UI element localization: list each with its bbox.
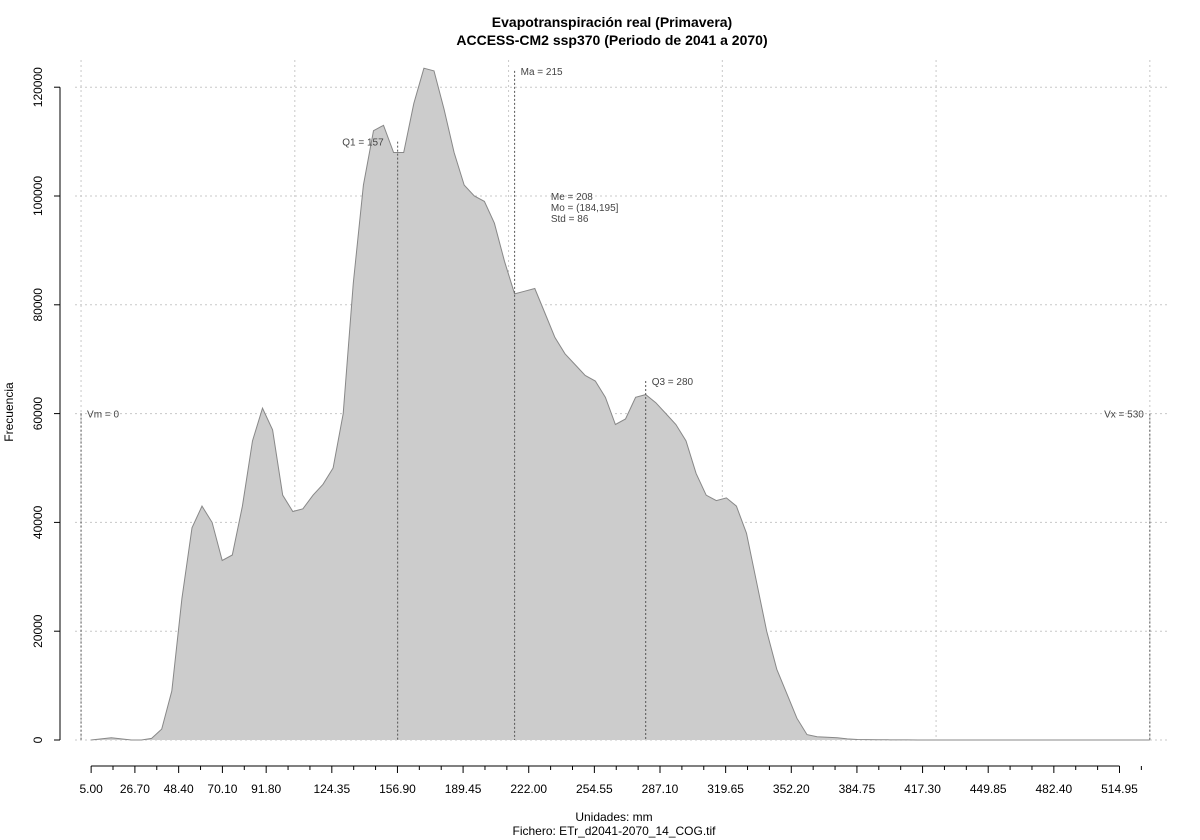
y-tick-label: 40000 <box>31 505 45 539</box>
annotation-label: Ma = 215 <box>521 67 563 78</box>
file-caption: Fichero: ETr_d2041-2070_14_COG.tif <box>513 824 717 838</box>
x-tick-label: 26.70 <box>120 782 150 796</box>
y-tick-label: 100000 <box>31 176 45 216</box>
chart-subtitle: ACCESS-CM2 ssp370 (Periodo de 2041 a 207… <box>456 32 767 48</box>
distribution-area <box>91 67 1150 741</box>
y-tick-label: 0 <box>31 736 45 743</box>
x-tick-label: 352.20 <box>773 782 810 796</box>
annotation-label: Std = 86 <box>551 214 589 225</box>
x-tick-label: 417.30 <box>904 782 941 796</box>
y-tick-label: 80000 <box>31 288 45 322</box>
x-tick-label: 482.40 <box>1035 782 1072 796</box>
chart-title: Evapotranspiración real (Primavera) <box>492 14 732 30</box>
y-tick-label: 20000 <box>31 614 45 648</box>
x-tick-label: 124.35 <box>313 782 350 796</box>
x-tick-label: 287.10 <box>642 782 679 796</box>
x-tick-label: 91.80 <box>251 782 281 796</box>
x-tick-label: 254.55 <box>576 782 613 796</box>
y-axis-label: Frecuencia <box>2 382 16 442</box>
annotation-label: Q3 = 280 <box>652 377 694 388</box>
x-tick-label: 48.40 <box>164 782 194 796</box>
x-tick-label: 222.00 <box>510 782 547 796</box>
annotation-label: Me = 208 <box>551 192 593 203</box>
area-fill <box>91 68 1150 740</box>
x-axis: 5.00 26.70 48.40 70.10 91.80 124.35 156.90 189.… <box>79 765 1142 796</box>
title-group: Evapotranspiración real (Primavera) ACCE… <box>456 14 767 48</box>
y-tick-label: 60000 <box>31 397 45 431</box>
x-tick-label: 319.65 <box>707 782 744 796</box>
x-tick-label: 384.75 <box>839 782 876 796</box>
area-outline <box>91 67 1150 741</box>
annotation-label: Mo = (184,195] <box>551 203 619 214</box>
x-tick-label: 514.95 <box>1101 782 1138 796</box>
annotation-label: Vx = 530 <box>1104 410 1144 421</box>
y-axis: 0 20000 40000 60000 80000 100000 120000 <box>31 67 61 743</box>
x-tick-label: 449.85 <box>970 782 1007 796</box>
annotation-label: Q1 = 157 <box>342 138 384 149</box>
x-tick-label: 156.90 <box>379 782 416 796</box>
x-tick-label: 70.10 <box>207 782 237 796</box>
annotation-label: Vm = 0 <box>87 410 119 421</box>
y-tick-label: 120000 <box>31 67 45 107</box>
x-axis-label: Unidades: mm <box>575 810 652 824</box>
x-tick-label: 189.45 <box>445 782 482 796</box>
x-tick-label: 5.00 <box>79 782 103 796</box>
